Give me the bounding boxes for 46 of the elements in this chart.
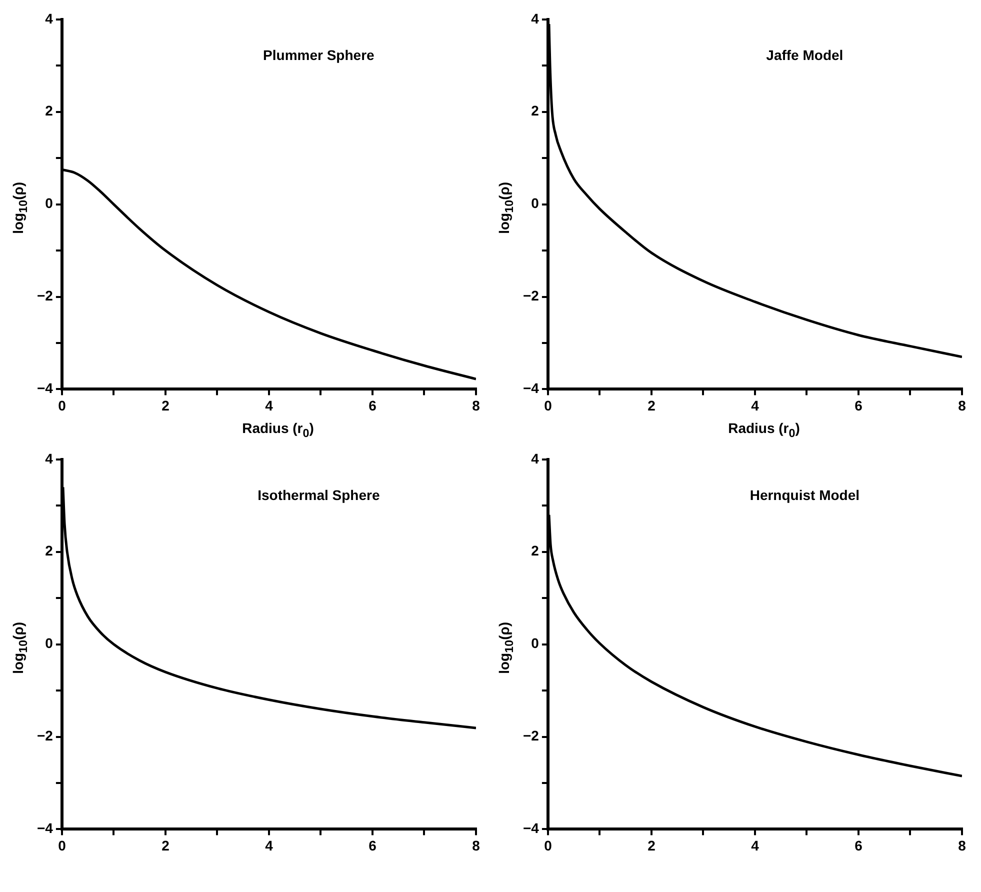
x-tick-label: 8 — [472, 397, 480, 414]
x-tick-label: 4 — [265, 837, 274, 854]
y-tick-label: 4 — [531, 450, 540, 466]
x-tick-label: 4 — [751, 837, 760, 854]
y-tick-label: −2 — [522, 728, 540, 744]
x-tick-label: 2 — [162, 397, 170, 414]
x-tick-label: 0 — [58, 397, 66, 414]
y-tick-label: −4 — [36, 380, 54, 396]
text: Isothermal Sphere — [258, 487, 380, 504]
y-tick-label: −4 — [522, 820, 540, 836]
x-tick-label: 4 — [265, 397, 274, 414]
y-tick-label: −2 — [36, 728, 54, 744]
x-tick-label: 0 — [58, 837, 66, 854]
y-tick-label: −2 — [522, 288, 540, 304]
x-tick-label: 6 — [854, 837, 863, 854]
x-tick-label: 8 — [472, 837, 480, 854]
x-tick-label: 2 — [162, 837, 170, 854]
y-tick-label: 2 — [531, 542, 540, 559]
x-tick-label: 8 — [958, 397, 966, 414]
x-tick-label: 6 — [368, 837, 377, 854]
y-tick-label: 0 — [531, 195, 540, 212]
x-tick-label: 4 — [751, 397, 760, 414]
x-tick-label: 6 — [854, 397, 863, 414]
y-tick-label: 2 — [45, 542, 54, 559]
y-tick-label: 2 — [531, 102, 540, 119]
x-tick-label: 0 — [544, 397, 552, 414]
y-tick-label: 4 — [45, 10, 54, 26]
x-axis-title: Radius (r$_{0}$) — [241, 420, 315, 440]
y-tick-label: 4 — [531, 10, 540, 26]
text: Plummer Sphere — [263, 47, 375, 64]
text: Hernquist Model — [750, 487, 860, 504]
y-tick-label: 0 — [45, 195, 54, 212]
x-tick-label: 0 — [544, 837, 552, 854]
x-tick-label: 8 — [958, 837, 966, 854]
y-tick-label: 4 — [45, 450, 54, 466]
x-axis-title: Radius (r$_{0}$) — [727, 420, 801, 440]
x-tick-label: 2 — [648, 837, 656, 854]
y-tick-label: 2 — [45, 102, 54, 119]
y-tick-label: 0 — [531, 635, 540, 652]
y-tick-label: −4 — [522, 380, 540, 396]
y-tick-label: 0 — [45, 635, 54, 652]
x-tick-label: 2 — [648, 397, 656, 414]
y-tick-label: −4 — [36, 820, 54, 836]
y-tick-label: −2 — [36, 288, 54, 304]
x-tick-label: 6 — [368, 397, 377, 414]
text: Jaffe Model — [766, 47, 844, 64]
